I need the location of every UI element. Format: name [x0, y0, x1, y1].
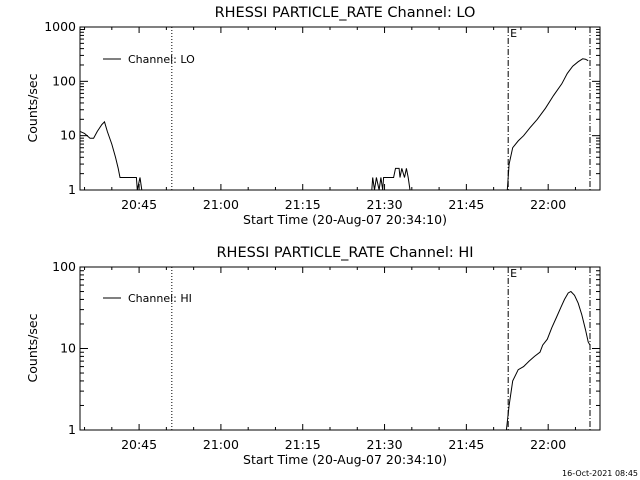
chart-title-hi: RHESSI PARTICLE_RATE Channel: HI: [216, 245, 473, 261]
y-tick-label-hi-0: 1: [68, 422, 76, 437]
series-line-lo-1: [371, 167, 411, 191]
x-tick-label-lo-0: 20:45: [121, 197, 157, 212]
x-tick-label-hi-3: 21:30: [367, 437, 403, 452]
y-tick-label-hi-1: 10: [60, 341, 76, 356]
plot-marks-hi: 20:45 21:00 21:15 21:30 21:45 22:00 1 10 100 E: [52, 259, 600, 452]
plot-frame-lo: [79, 26, 601, 191]
y-axis-label-hi: Counts/sec: [25, 313, 40, 382]
x-tick-label-hi-5: 22:00: [530, 437, 566, 452]
x-tick-label-lo-2: 21:15: [285, 197, 321, 212]
y-tick-label-lo-0: 1: [68, 182, 76, 197]
series-line-lo-2: [506, 58, 589, 191]
legend-label-hi: Channel: HI: [128, 292, 192, 305]
legend-label-lo: Channel: LO: [128, 53, 195, 66]
x-tick-label-lo-3: 21:30: [367, 197, 403, 212]
series-line-lo-0: [79, 120, 143, 191]
y-tick-label-hi-2: 100: [52, 259, 76, 274]
y-axis-label-lo: Counts/sec: [25, 73, 40, 142]
x-tick-label-hi-2: 21:15: [285, 437, 321, 452]
chart-panel-hi: RHESSI PARTICLE_RATE Channel: HI 20:45 21…: [25, 245, 601, 467]
x-tick-label-hi-0: 20:45: [121, 437, 157, 452]
chart-panel-lo: RHESSI PARTICLE_RATE Channel: LO 20:45 21…: [25, 5, 601, 227]
plot-marks-lo: 20:45 21:00 21:15 21:30 21:45 22:00 1 10 100 1000…: [44, 19, 600, 212]
x-tick-label-lo-4: 21:45: [448, 197, 484, 212]
x-axis-label-lo: Start Time (20-Aug-07 20:34:10): [243, 212, 447, 227]
event-marker-label-hi-1: E: [510, 267, 517, 280]
chart-title-lo: RHESSI PARTICLE_RATE Channel: LO: [215, 5, 476, 21]
series-line-hi-0: [505, 290, 591, 431]
x-tick-label-lo-5: 22:00: [530, 197, 566, 212]
x-axis-label-hi: Start Time (20-Aug-07 20:34:10): [243, 452, 447, 467]
x-tick-label-lo-1: 21:00: [203, 197, 239, 212]
x-tick-label-hi-1: 21:00: [203, 437, 239, 452]
y-tick-label-lo-3: 1000: [44, 19, 76, 34]
x-tick-label-hi-4: 21:45: [448, 437, 484, 452]
y-tick-label-lo-1: 10: [60, 128, 76, 143]
generation-timestamp: 16-Oct-2021 08:45: [562, 469, 638, 478]
y-tick-label-lo-2: 100: [52, 73, 76, 88]
event-marker-label-lo-1: E: [510, 27, 517, 40]
